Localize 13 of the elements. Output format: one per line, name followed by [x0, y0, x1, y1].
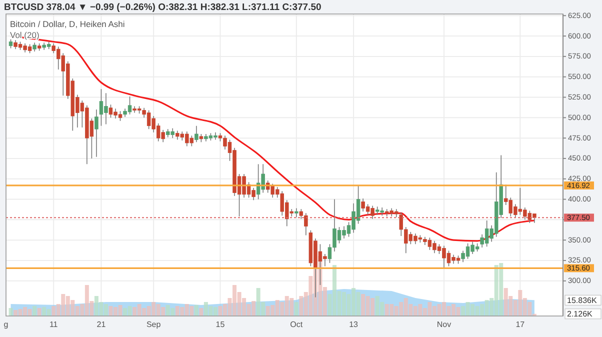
- x-tick-label: 11: [49, 320, 58, 329]
- x-tick-label: 15: [216, 320, 226, 329]
- chart-title: BTCUSD 378.04 ▼ −0.99 (−0.26%) O:382.31 H:382.31 L:371.11 C:377.50: [4, 2, 322, 13]
- y2-tick-label: 15.836K: [567, 296, 598, 305]
- text: Bitcoin / Dollar, D, Heiken Ashi: [10, 19, 125, 29]
- y2-tick-label: 2.126K: [567, 310, 594, 319]
- x-tick-label: Nov: [436, 320, 452, 329]
- x-tick-label: g: [4, 320, 8, 329]
- x-tick-label: 21: [96, 320, 106, 329]
- x-tick-label: Sep: [146, 320, 162, 329]
- x-tick-label: 17: [516, 320, 526, 329]
- x-tick-label: Oct: [290, 320, 304, 329]
- x-tick-label: 13: [349, 320, 359, 329]
